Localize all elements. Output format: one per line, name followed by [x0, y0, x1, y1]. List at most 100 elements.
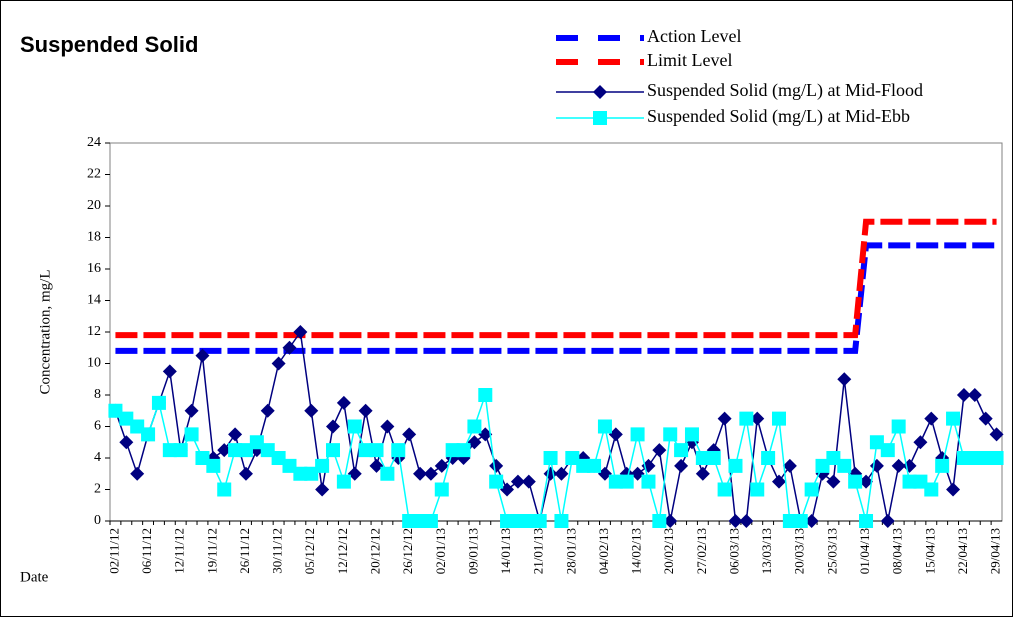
marker	[565, 451, 580, 465]
y-axis-label: Concentration, mg/L	[37, 270, 53, 395]
marker	[510, 514, 525, 528]
x-tick-label: 30/11/12	[270, 528, 285, 574]
marker	[837, 372, 852, 387]
marker	[543, 451, 558, 465]
marker	[336, 474, 351, 489]
marker	[293, 466, 308, 481]
marker	[826, 451, 841, 465]
marker	[717, 411, 732, 426]
marker	[956, 451, 971, 465]
marker	[619, 474, 634, 489]
y-tick-label: 18	[87, 230, 101, 245]
marker	[793, 514, 808, 528]
marker	[315, 482, 330, 497]
marker	[184, 403, 199, 418]
x-tick-label: 01/04/13	[857, 528, 872, 574]
marker	[815, 458, 830, 473]
marker	[695, 466, 710, 481]
x-tick-label: 22/04/13	[955, 528, 970, 574]
marker	[434, 482, 449, 497]
marker	[717, 482, 732, 497]
marker	[282, 340, 297, 355]
marker	[978, 411, 993, 426]
marker	[358, 443, 373, 458]
marker	[478, 388, 493, 402]
marker	[326, 443, 340, 458]
marker	[891, 419, 906, 434]
marker	[674, 458, 689, 473]
marker	[739, 411, 754, 426]
marker	[119, 411, 134, 426]
x-tick-label: 02/01/13	[433, 528, 448, 574]
marker	[859, 474, 874, 489]
marker	[217, 443, 232, 458]
x-tick-label: 05/12/12	[302, 528, 317, 574]
marker	[554, 466, 569, 481]
marker	[119, 435, 134, 450]
marker	[238, 443, 253, 458]
marker	[195, 451, 210, 465]
marker	[445, 443, 460, 458]
marker	[772, 474, 786, 489]
marker	[347, 419, 362, 434]
x-tick-label: 19/11/12	[204, 528, 219, 574]
marker	[249, 435, 264, 450]
marker	[967, 451, 982, 465]
marker	[151, 395, 166, 410]
marker	[913, 474, 928, 489]
marker	[608, 427, 623, 442]
chart-title: Suspended Solid	[20, 32, 198, 57]
x-tick-label: 20/12/12	[367, 528, 382, 574]
marker	[467, 419, 482, 434]
marker	[750, 411, 765, 426]
y-tick-label: 22	[87, 167, 101, 182]
marker	[380, 419, 395, 434]
x-tick-label: 25/03/13	[824, 528, 839, 574]
marker	[326, 419, 340, 434]
marker	[782, 514, 797, 528]
marker	[315, 458, 330, 473]
marker	[500, 482, 515, 497]
marker	[228, 427, 243, 442]
marker	[510, 474, 525, 489]
marker	[413, 466, 428, 481]
x-tick-label: 04/02/13	[596, 528, 611, 574]
marker	[336, 395, 351, 410]
marker	[663, 514, 678, 528]
y-tick-label: 10	[87, 356, 101, 371]
marker	[456, 443, 471, 458]
marker	[946, 482, 961, 497]
marker	[880, 514, 895, 528]
marker	[260, 443, 275, 458]
marker	[369, 458, 384, 473]
marker	[597, 466, 612, 481]
marker	[728, 458, 743, 473]
marker	[750, 482, 765, 497]
marker	[641, 474, 656, 489]
marker	[576, 458, 591, 473]
marker	[804, 482, 819, 497]
marker	[108, 403, 123, 418]
marker	[347, 466, 362, 481]
marker	[978, 451, 993, 465]
marker	[989, 451, 1004, 465]
marker	[130, 466, 145, 481]
marker	[413, 514, 428, 528]
y-tick-label: 2	[94, 482, 101, 497]
marker	[924, 482, 939, 497]
marker	[478, 427, 493, 442]
marker	[782, 458, 797, 473]
x-tick-label: 14/02/13	[629, 528, 644, 574]
marker	[358, 403, 373, 418]
marker	[902, 474, 917, 489]
marker	[130, 419, 145, 434]
y-tick-label: 20	[87, 198, 101, 213]
marker	[304, 403, 319, 418]
x-tick-label: 20/03/13	[792, 528, 807, 574]
marker	[260, 403, 275, 418]
marker	[369, 443, 384, 458]
x-tick-label: 26/12/12	[400, 528, 415, 574]
x-tick-label: 14/01/13	[498, 528, 513, 574]
marker	[217, 482, 232, 497]
series-line	[115, 218, 997, 339]
